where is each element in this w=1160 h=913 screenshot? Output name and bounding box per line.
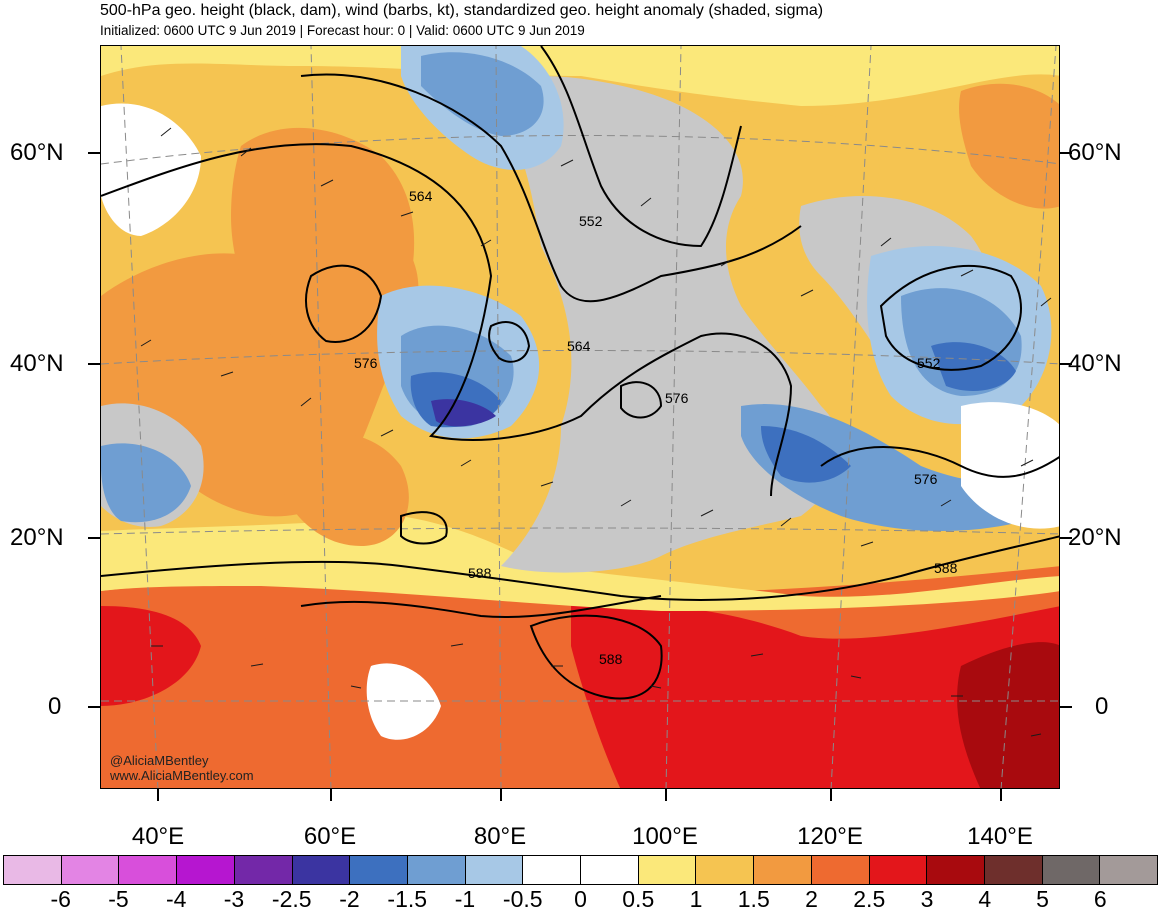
contour-label-576-b: 576: [665, 390, 689, 406]
colorbar-swatch: [177, 856, 235, 884]
colorbar-label: -2.5: [271, 886, 312, 912]
colorbar-swatch: [61, 856, 120, 884]
colorbar-swatch: [465, 856, 524, 884]
credit-site: www.AliciaMBentley.com: [110, 768, 254, 783]
colorbar-swatch: [696, 856, 755, 884]
colorbar-swatch: [350, 856, 408, 884]
contour-label-588-c: 588: [599, 651, 623, 667]
contour-label-552-a: 552: [579, 213, 603, 229]
contour-label-576-c: 576: [914, 471, 938, 487]
lon-tick: [1000, 789, 1002, 801]
colorbar-swatch: [927, 856, 985, 884]
lat-tick: [88, 706, 100, 708]
lat-label-left-eq: 0: [48, 693, 62, 720]
colorbar-label: 2: [805, 886, 818, 912]
chart-title: 500-hPa geo. height (black, dam), wind (…: [100, 2, 824, 19]
colorbar-label: -6: [50, 886, 71, 912]
colorbar-swatch: [234, 856, 293, 884]
colorbar-swatch: [811, 856, 870, 884]
lon-tick: [330, 789, 332, 801]
colorbar-label: -0.5: [502, 886, 543, 912]
lon-label-120e: 120°E: [797, 823, 863, 850]
lat-label-right-20n: 20°N: [1068, 524, 1122, 551]
contour-label-564-a: 564: [409, 188, 433, 204]
lon-label-60e: 60°E: [303, 823, 357, 850]
colorbar-swatch: [984, 856, 1043, 884]
colorbar-swatch: [581, 856, 639, 884]
colorbar: [3, 855, 1158, 885]
lon-label-140e: 140°E: [967, 823, 1033, 850]
colorbar-label: 1: [689, 886, 703, 912]
lat-tick: [88, 363, 100, 365]
lat-label-right-40n: 40°N: [1068, 350, 1122, 377]
colorbar-swatch: [523, 856, 582, 884]
lat-tick: [1060, 537, 1072, 539]
colorbar-label: 3: [920, 886, 934, 912]
lon-tick: [500, 789, 502, 801]
map-canvas: 564 552 576 564 576 552 576 588 588 588: [101, 46, 1059, 788]
colorbar-swatch: [1042, 856, 1101, 884]
colorbar-label: -2: [339, 886, 360, 912]
map-panel: 564 552 576 564 576 552 576 588 588 588: [100, 45, 1060, 789]
contour-label-564-b: 564: [567, 338, 591, 354]
contour-label-552-b: 552: [917, 355, 941, 371]
colorbar-swatch: [4, 856, 62, 884]
contour-label-576-a: 576: [354, 355, 378, 371]
colorbar-label: 1.5: [737, 886, 770, 912]
lat-tick: [1060, 152, 1072, 154]
lon-label-40e: 40°E: [131, 823, 185, 850]
colorbar-swatch: [407, 856, 466, 884]
colorbar-swatch: [1100, 856, 1158, 884]
contour-label-588-a: 588: [468, 565, 492, 581]
lat-tick: [1060, 706, 1072, 708]
lon-label-100e: 100°E: [632, 823, 698, 850]
colorbar-label: -5: [108, 886, 129, 912]
lon-tick: [665, 789, 667, 801]
lon-tick: [830, 789, 832, 801]
lat-label-left-20n: 20°N: [10, 524, 64, 551]
lon-label-80e: 80°E: [473, 823, 527, 850]
colorbar-swatch: [869, 856, 928, 884]
colorbar-label: 5: [1036, 886, 1049, 912]
colorbar-swatch: [292, 856, 351, 884]
colorbar-label: 2.5: [853, 886, 886, 912]
colorbar-label: -1: [454, 886, 476, 912]
colorbar-swatch: [754, 856, 812, 884]
lat-label-left-60n: 60°N: [10, 139, 64, 166]
lat-label-left-40n: 40°N: [10, 350, 64, 377]
lat-tick: [1060, 363, 1072, 365]
contour-label-588-b: 588: [934, 560, 958, 576]
chart-subtitle: Initialized: 0600 UTC 9 Jun 2019 | Forec…: [100, 23, 585, 38]
colorbar-label: -1.5: [387, 886, 428, 912]
lat-tick: [88, 537, 100, 539]
colorbar-label: 0: [574, 886, 587, 912]
colorbar-label: -4: [166, 886, 187, 912]
colorbar-label: 0.5: [622, 886, 655, 912]
colorbar-swatch: [638, 856, 697, 884]
colorbar-label: 6: [1093, 886, 1107, 912]
lat-tick: [88, 152, 100, 154]
lat-label-right-eq: 0: [1095, 693, 1109, 720]
credit-handle: @AliciaMBentley: [110, 753, 209, 768]
lon-tick: [157, 789, 159, 801]
colorbar-label: -3: [223, 886, 245, 912]
lat-label-right-60n: 60°N: [1068, 139, 1122, 166]
colorbar-label: 4: [978, 886, 992, 912]
colorbar-swatch: [119, 856, 178, 884]
